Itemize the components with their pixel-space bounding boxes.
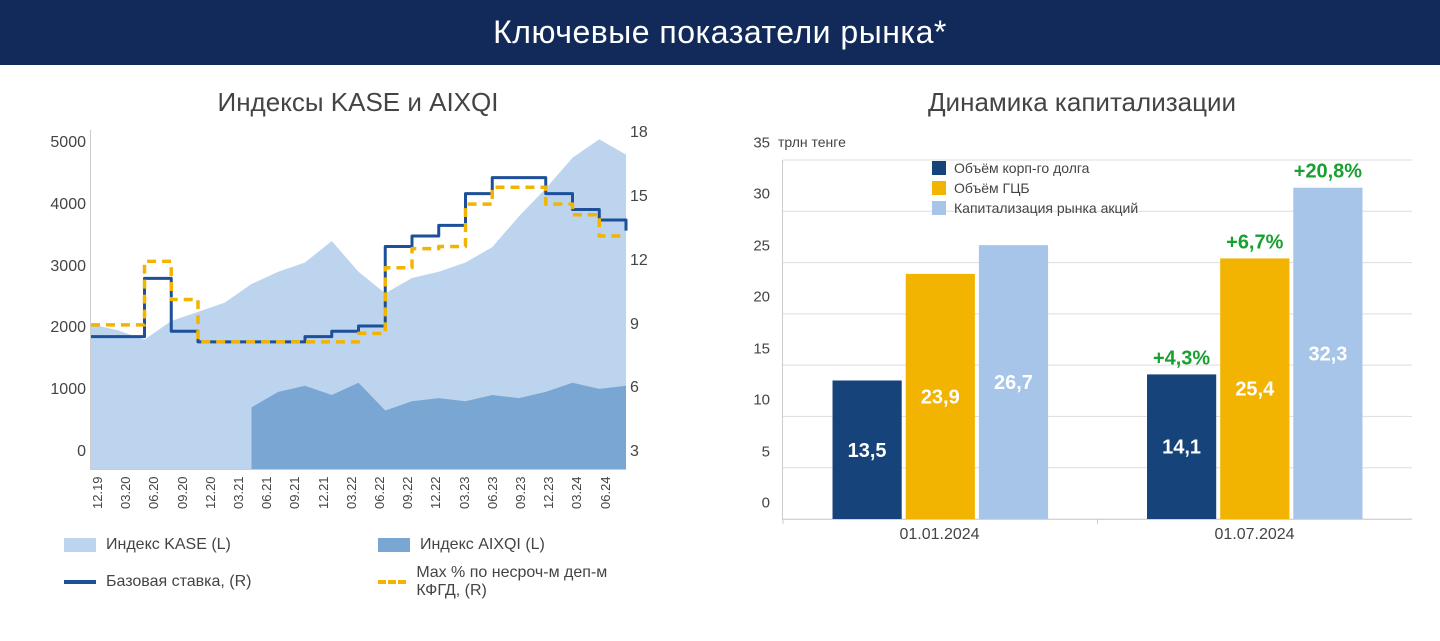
x-tick-label: 12.22 (428, 474, 456, 514)
pct-label: +6,7% (1226, 231, 1283, 253)
x-tick-label: 12.19 (90, 474, 118, 514)
right-chart-title: Динамика капитализации (738, 87, 1426, 118)
bar-value-label: 26,7 (994, 372, 1033, 394)
y-right-tick: 6 (630, 379, 678, 397)
x-tick-label: 06.22 (372, 474, 400, 514)
bar-y-axis: 05101520253035 (742, 160, 778, 520)
y-right-tick: 18 (630, 124, 678, 142)
legend-item: Базовая ставка, (R) (64, 564, 338, 600)
left-chart-area: 010002000300040005000 369121518 12.1903.… (38, 130, 678, 490)
x-tick-label: 06.23 (485, 474, 513, 514)
left-y-axis: 0 1000 2000 3000 4000 5000 (38, 130, 86, 470)
legend-label: Индекс KASE (L) (106, 536, 231, 554)
legend-label: Базовая ставка, (R) (106, 573, 252, 591)
bar-value-label: 23,9 (921, 386, 960, 408)
y-left-tick: 4000 (38, 196, 86, 214)
bar-value-label: 14,1 (1162, 437, 1201, 459)
page-title: Ключевые показатели рынка* (493, 14, 947, 50)
y-left-tick: 5000 (38, 134, 86, 152)
x-tick-label: 06.21 (259, 474, 287, 514)
bar-value-label: 25,4 (1235, 379, 1274, 401)
legend-item: Объём корп-го долга (932, 160, 1192, 176)
x-tick-label: 12.23 (541, 474, 569, 514)
bar-y-tick: 35 (734, 135, 770, 152)
legend-swatch (932, 201, 946, 215)
charts-row: Индексы KASE и AIXQI 0100020003000400050… (0, 65, 1440, 610)
bar-y-tick: 0 (734, 495, 770, 512)
legend-item: Капитализация рынка акций (932, 200, 1192, 216)
x-tick-label: 09.20 (175, 474, 203, 514)
bar-value-label: 13,5 (848, 440, 887, 462)
bar-y-tick: 30 (734, 186, 770, 203)
legend-swatch (64, 580, 96, 584)
right-y-axis: 369121518 (630, 130, 678, 470)
x-tick-label: 03.23 (457, 474, 485, 514)
left-legend: Индекс KASE (L) Индекс AIXQI (L) Базовая с… (14, 536, 702, 600)
y-left-tick: 0 (38, 443, 86, 461)
legend-label: Max % по несроч-м деп-м КФГД, (R) (416, 564, 652, 600)
legend-label: Объём ГЦБ (954, 180, 1030, 196)
right-legend: Объём корп-го долга Объём ГЦБ Капитализаци… (932, 160, 1192, 220)
bar-y-tick: 20 (734, 289, 770, 306)
legend-label: Капитализация рынка акций (954, 200, 1138, 216)
y-right-tick: 15 (630, 188, 678, 206)
right-chart-card: Динамика капитализации трлн тенге 051015… (728, 75, 1436, 610)
x-tick-label: 12.20 (203, 474, 231, 514)
legend-item: Объём ГЦБ (932, 180, 1192, 196)
x-tick-label: 03.21 (231, 474, 259, 514)
legend-swatch (378, 538, 410, 552)
page-title-bar: Ключевые показатели рынка* (0, 0, 1440, 65)
y-right-tick: 3 (630, 443, 678, 461)
legend-label: Объём корп-го долга (954, 160, 1089, 176)
left-x-axis: 12.1903.2006.2009.2012.2003.2106.2109.21… (90, 474, 626, 514)
x-tick-label: 09.23 (513, 474, 541, 514)
legend-item: Индекс KASE (L) (64, 536, 338, 554)
left-chart-svg (91, 130, 626, 469)
bar-y-tick: 10 (734, 392, 770, 409)
x-tick-label: 03.24 (569, 474, 597, 514)
bar-y-tick: 15 (734, 340, 770, 357)
x-tick-label: 03.20 (118, 474, 146, 514)
x-tick-label: 09.21 (287, 474, 315, 514)
bar-x-axis: 01.01.202401.07.2024 (782, 526, 1412, 554)
x-tick-label: 09.22 (400, 474, 428, 514)
right-chart-subtitle: трлн тенге (778, 134, 846, 150)
bar-value-label: 32,3 (1309, 343, 1348, 365)
legend-swatch (378, 580, 406, 584)
legend-item: Max % по несроч-м деп-м КФГД, (R) (378, 564, 652, 600)
y-left-tick: 2000 (38, 319, 86, 337)
legend-swatch (932, 181, 946, 195)
bar-y-tick: 25 (734, 237, 770, 254)
legend-label: Индекс AIXQI (L) (420, 536, 545, 554)
y-right-tick: 12 (630, 252, 678, 270)
legend-swatch (64, 538, 96, 552)
y-left-tick: 3000 (38, 258, 86, 276)
right-chart-area: трлн тенге 05101520253035 13,5 23,9 26,7 14… (742, 130, 1422, 560)
bar-x-label: 01.01.2024 (782, 526, 1097, 554)
bar-x-label: 01.07.2024 (1097, 526, 1412, 554)
bar-y-tick: 5 (734, 443, 770, 460)
y-right-tick: 9 (630, 316, 678, 334)
legend-item: Индекс AIXQI (L) (378, 536, 652, 554)
y-left-tick: 1000 (38, 381, 86, 399)
x-tick-label: 06.24 (598, 474, 626, 514)
left-chart-title: Индексы KASE и AIXQI (14, 87, 702, 118)
left-plot (90, 130, 626, 470)
pct-label: +4,3% (1153, 347, 1210, 369)
x-tick-label: 03.22 (344, 474, 372, 514)
legend-swatch (932, 161, 946, 175)
pct-label: +20,8% (1294, 161, 1362, 183)
x-tick-label: 12.21 (316, 474, 344, 514)
x-tick-label: 06.20 (146, 474, 174, 514)
left-chart-card: Индексы KASE и AIXQI 0 1000 2000 3000 4000 50… (4, 75, 712, 610)
